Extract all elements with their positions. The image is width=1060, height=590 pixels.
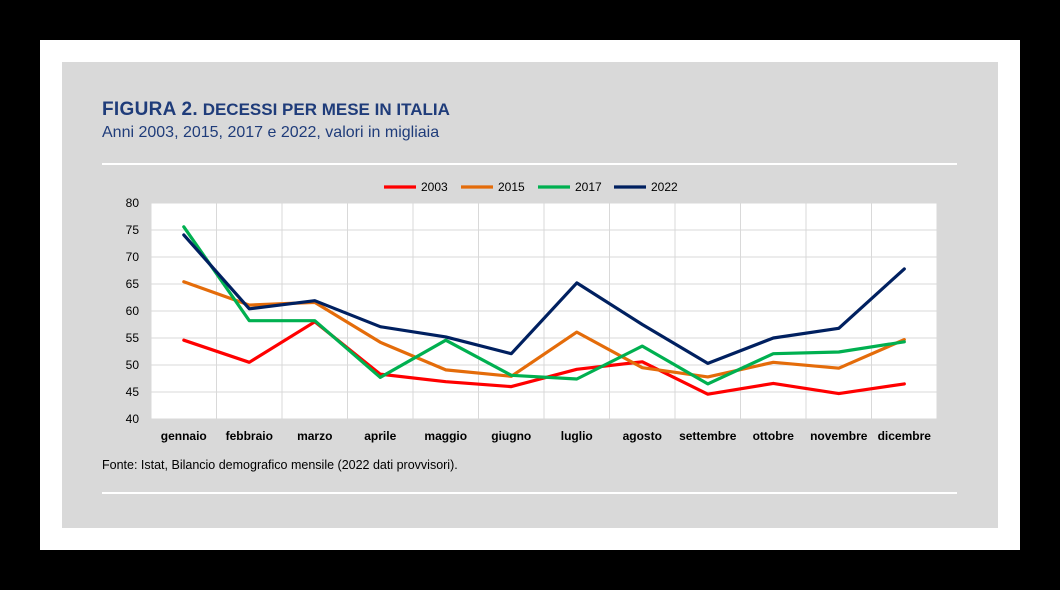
x-tick-label: aprile — [364, 429, 396, 443]
top-divider — [102, 163, 957, 165]
x-tick-label: novembre — [810, 429, 868, 443]
legend-label-2017: 2017 — [575, 180, 602, 194]
x-tick-label: settembre — [679, 429, 737, 443]
y-tick-label: 65 — [126, 277, 140, 291]
y-tick-label: 80 — [126, 196, 140, 210]
x-tick-label: maggio — [424, 429, 467, 443]
series-line-2022 — [182, 233, 906, 365]
x-tick-label: dicembre — [878, 429, 932, 443]
x-tick-label: agosto — [623, 429, 662, 443]
x-tick-label: marzo — [297, 429, 332, 443]
y-tick-label: 55 — [126, 331, 140, 345]
x-tick-label: luglio — [561, 429, 593, 443]
figure-subtitle: Anni 2003, 2015, 2017 e 2022, valori in … — [102, 124, 440, 141]
y-tick-label: 45 — [126, 385, 140, 399]
figure-label: FIGURA 2. — [102, 99, 198, 120]
y-tick-label: 75 — [126, 223, 140, 237]
figure-title: FIGURA 2. DECESSI PER MESE IN ITALIA — [102, 99, 450, 121]
x-tick-label: febbraio — [226, 429, 273, 443]
figure-title-text: DECESSI PER MESE IN ITALIA — [202, 100, 450, 119]
y-tick-label: 50 — [126, 358, 140, 372]
y-tick-label: 40 — [126, 412, 140, 426]
x-tick-label: giugno — [491, 429, 531, 443]
legend-label-2015: 2015 — [498, 180, 525, 194]
series-line-2017 — [182, 225, 906, 386]
x-tick-label: ottobre — [753, 429, 795, 443]
y-tick-label: 60 — [126, 304, 140, 318]
legend-label-2022: 2022 — [651, 180, 678, 194]
bottom-divider — [102, 492, 957, 494]
legend-label-2003: 2003 — [421, 180, 448, 194]
y-tick-label: 70 — [126, 250, 140, 264]
source-note: Fonte: Istat, Bilancio demografico mensi… — [102, 458, 458, 472]
x-tick-label: gennaio — [161, 429, 207, 443]
